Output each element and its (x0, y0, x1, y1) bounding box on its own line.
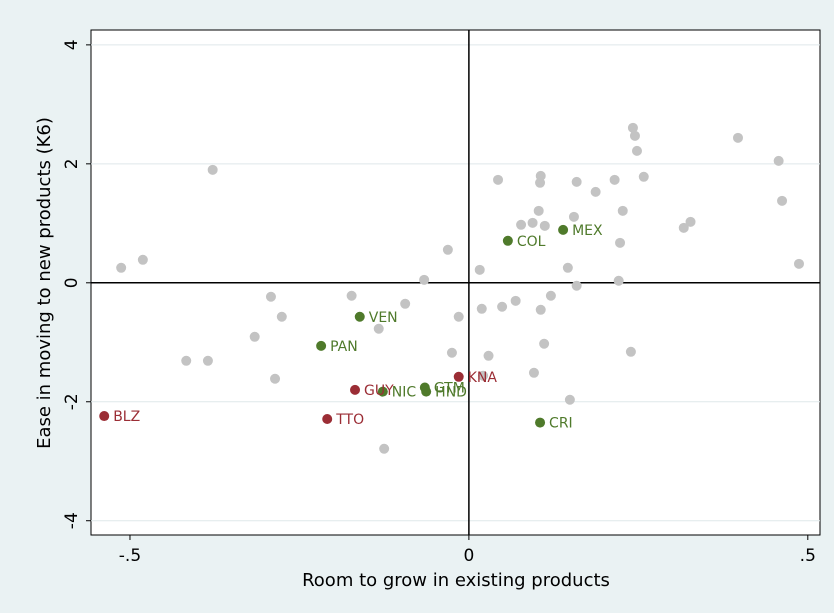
point (377, 386, 388, 397)
point (535, 304, 546, 315)
point-label: COL (517, 234, 546, 250)
point (207, 164, 218, 175)
point (483, 350, 494, 361)
point (527, 217, 538, 228)
x-tick-label: -.5 (119, 546, 141, 566)
point (568, 211, 579, 222)
point (571, 176, 582, 187)
point (590, 186, 601, 197)
y-tick-label: -2 (62, 393, 82, 410)
point-label: MEX (572, 223, 603, 239)
point (732, 132, 743, 143)
point (613, 275, 624, 286)
point (400, 298, 411, 309)
point (571, 280, 582, 291)
point (474, 264, 485, 275)
point (535, 417, 546, 428)
point (453, 311, 464, 322)
point (379, 443, 390, 454)
point (476, 303, 487, 314)
x-tick-label: .5 (800, 546, 816, 566)
point-label: BLZ (113, 409, 140, 425)
point (631, 145, 642, 156)
point (533, 205, 544, 216)
y-tick-label: -4 (62, 512, 82, 529)
point (535, 170, 546, 181)
point (629, 130, 640, 141)
point (116, 262, 127, 273)
point (181, 355, 192, 366)
point (773, 155, 784, 166)
point (638, 171, 649, 182)
point (99, 411, 110, 422)
point-label: TTO (335, 412, 364, 428)
y-tick-label: 4 (62, 39, 82, 50)
point (510, 295, 521, 306)
point-label: PAN (330, 339, 358, 355)
point (678, 222, 689, 233)
point (276, 311, 287, 322)
point-label: GUY (364, 383, 394, 399)
point (421, 386, 432, 397)
point (793, 258, 804, 269)
point (539, 338, 550, 349)
point (497, 301, 508, 312)
point (562, 262, 573, 273)
point (270, 373, 281, 384)
point (558, 224, 569, 235)
point (516, 219, 527, 230)
point (627, 122, 638, 133)
point (615, 237, 626, 248)
point (446, 347, 457, 358)
point (777, 195, 788, 206)
point (528, 367, 539, 378)
y-axis-title: Ease in moving to new products (K6) (34, 117, 55, 449)
point (493, 174, 504, 185)
point (502, 235, 513, 246)
point (625, 346, 636, 357)
point (249, 331, 260, 342)
point (478, 370, 489, 381)
point (453, 371, 464, 382)
point (685, 216, 696, 227)
point (442, 244, 453, 255)
point-label: NIC (392, 385, 417, 401)
point (539, 220, 550, 231)
point (265, 291, 276, 302)
point-label: GTM (434, 380, 465, 396)
point (564, 394, 575, 405)
y-tick-label: 0 (62, 277, 82, 288)
x-axis-title: Room to grow in existing products (302, 570, 610, 591)
point (373, 323, 384, 334)
point (137, 254, 148, 265)
point (346, 290, 357, 301)
point (354, 311, 365, 322)
x-tick-label: 0 (463, 546, 474, 566)
y-tick-label: 2 (62, 158, 82, 169)
point (419, 274, 430, 285)
point-label: KNA (468, 370, 498, 386)
point (350, 384, 361, 395)
point-label: CRI (549, 416, 573, 432)
point-label: VEN (369, 310, 398, 326)
point (322, 414, 333, 425)
point (545, 290, 556, 301)
point (609, 174, 620, 185)
point (202, 355, 213, 366)
point (316, 340, 327, 351)
point-label: HND (435, 385, 467, 401)
point (617, 205, 628, 216)
